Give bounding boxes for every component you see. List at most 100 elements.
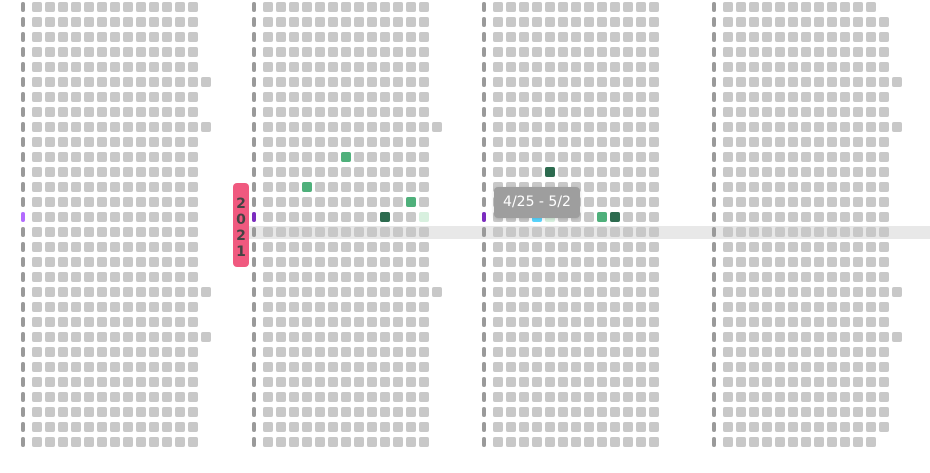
day-cell[interactable] bbox=[419, 317, 429, 327]
day-cell[interactable] bbox=[315, 392, 325, 402]
day-cell[interactable] bbox=[649, 182, 659, 192]
day-cell[interactable] bbox=[406, 152, 416, 162]
day-cell[interactable] bbox=[71, 287, 81, 297]
day-cell[interactable] bbox=[136, 272, 146, 282]
day-cell[interactable] bbox=[519, 152, 529, 162]
day-cell[interactable] bbox=[493, 2, 503, 12]
day-cell[interactable] bbox=[788, 32, 798, 42]
day-cell[interactable] bbox=[649, 152, 659, 162]
day-cell[interactable] bbox=[814, 242, 824, 252]
day-cell[interactable] bbox=[775, 92, 785, 102]
day-cell[interactable] bbox=[188, 317, 198, 327]
day-cell[interactable] bbox=[58, 212, 68, 222]
day-cell[interactable] bbox=[341, 242, 351, 252]
day-cell[interactable] bbox=[84, 197, 94, 207]
day-cell[interactable] bbox=[263, 32, 273, 42]
day-cell[interactable] bbox=[814, 332, 824, 342]
day-cell[interactable] bbox=[723, 227, 733, 237]
day-cell[interactable] bbox=[801, 47, 811, 57]
day-cell[interactable] bbox=[419, 227, 429, 237]
day-cell[interactable] bbox=[315, 407, 325, 417]
day-cell[interactable] bbox=[506, 302, 516, 312]
day-cell[interactable] bbox=[393, 227, 403, 237]
day-cell[interactable] bbox=[866, 152, 876, 162]
day-cell[interactable] bbox=[380, 167, 390, 177]
day-cell[interactable] bbox=[432, 287, 442, 297]
day-cell[interactable] bbox=[519, 437, 529, 447]
day-cell[interactable] bbox=[597, 17, 607, 27]
day-cell[interactable] bbox=[866, 317, 876, 327]
day-cell[interactable] bbox=[610, 362, 620, 372]
day-cell[interactable] bbox=[649, 17, 659, 27]
day-cell[interactable] bbox=[136, 407, 146, 417]
day-cell[interactable] bbox=[879, 77, 889, 87]
day-cell[interactable] bbox=[814, 122, 824, 132]
day-cell[interactable] bbox=[853, 107, 863, 117]
day-cell[interactable] bbox=[506, 122, 516, 132]
day-cell[interactable] bbox=[175, 377, 185, 387]
day-cell[interactable] bbox=[623, 242, 633, 252]
day-cell[interactable] bbox=[393, 92, 403, 102]
day-cell[interactable] bbox=[558, 407, 568, 417]
day-cell[interactable] bbox=[827, 137, 837, 147]
day-cell[interactable] bbox=[558, 272, 568, 282]
day-cell[interactable] bbox=[367, 407, 377, 417]
day-cell[interactable] bbox=[571, 437, 581, 447]
day-cell[interactable] bbox=[380, 317, 390, 327]
day-cell[interactable] bbox=[879, 257, 889, 267]
day-cell[interactable] bbox=[866, 362, 876, 372]
day-cell[interactable] bbox=[736, 197, 746, 207]
day-cell[interactable] bbox=[532, 2, 542, 12]
day-cell[interactable] bbox=[367, 197, 377, 207]
day-cell[interactable] bbox=[762, 167, 772, 177]
day-cell[interactable] bbox=[788, 302, 798, 312]
day-cell[interactable] bbox=[545, 62, 555, 72]
day-cell[interactable] bbox=[623, 122, 633, 132]
day-cell[interactable] bbox=[597, 272, 607, 282]
day-cell[interactable] bbox=[814, 152, 824, 162]
day-cell[interactable] bbox=[136, 137, 146, 147]
day-cell[interactable] bbox=[649, 407, 659, 417]
day-cell[interactable] bbox=[532, 167, 542, 177]
day-cell[interactable] bbox=[162, 347, 172, 357]
day-cell[interactable] bbox=[506, 347, 516, 357]
day-cell[interactable] bbox=[749, 152, 759, 162]
day-cell[interactable] bbox=[188, 257, 198, 267]
day-cell[interactable] bbox=[58, 227, 68, 237]
day-cell[interactable] bbox=[341, 212, 351, 222]
day-cell[interactable] bbox=[788, 392, 798, 402]
day-cell[interactable] bbox=[558, 137, 568, 147]
day-cell[interactable] bbox=[149, 317, 159, 327]
day-cell[interactable] bbox=[149, 242, 159, 252]
day-cell[interactable] bbox=[162, 47, 172, 57]
day-cell[interactable] bbox=[506, 407, 516, 417]
day-cell[interactable] bbox=[827, 317, 837, 327]
day-cell[interactable] bbox=[136, 47, 146, 57]
day-cell[interactable] bbox=[636, 137, 646, 147]
day-cell[interactable] bbox=[188, 437, 198, 447]
day-cell[interactable] bbox=[123, 212, 133, 222]
day-cell[interactable] bbox=[636, 32, 646, 42]
day-cell[interactable] bbox=[649, 227, 659, 237]
day-cell[interactable] bbox=[762, 437, 772, 447]
day-cell[interactable] bbox=[879, 182, 889, 192]
day-cell[interactable] bbox=[571, 392, 581, 402]
day-cell[interactable] bbox=[406, 437, 416, 447]
day-cell[interactable] bbox=[814, 377, 824, 387]
day-cell[interactable] bbox=[201, 77, 211, 87]
day-cell[interactable] bbox=[623, 92, 633, 102]
day-cell[interactable] bbox=[649, 107, 659, 117]
day-cell[interactable] bbox=[175, 62, 185, 72]
day-cell[interactable] bbox=[636, 17, 646, 27]
day-cell[interactable] bbox=[610, 167, 620, 177]
day-cell[interactable] bbox=[879, 317, 889, 327]
day-cell[interactable] bbox=[289, 122, 299, 132]
day-cell[interactable] bbox=[623, 212, 633, 222]
day-cell[interactable] bbox=[97, 62, 107, 72]
day-cell[interactable] bbox=[636, 47, 646, 57]
day-cell[interactable] bbox=[45, 257, 55, 267]
day-cell[interactable] bbox=[71, 47, 81, 57]
day-cell[interactable] bbox=[175, 77, 185, 87]
day-cell[interactable] bbox=[571, 302, 581, 312]
